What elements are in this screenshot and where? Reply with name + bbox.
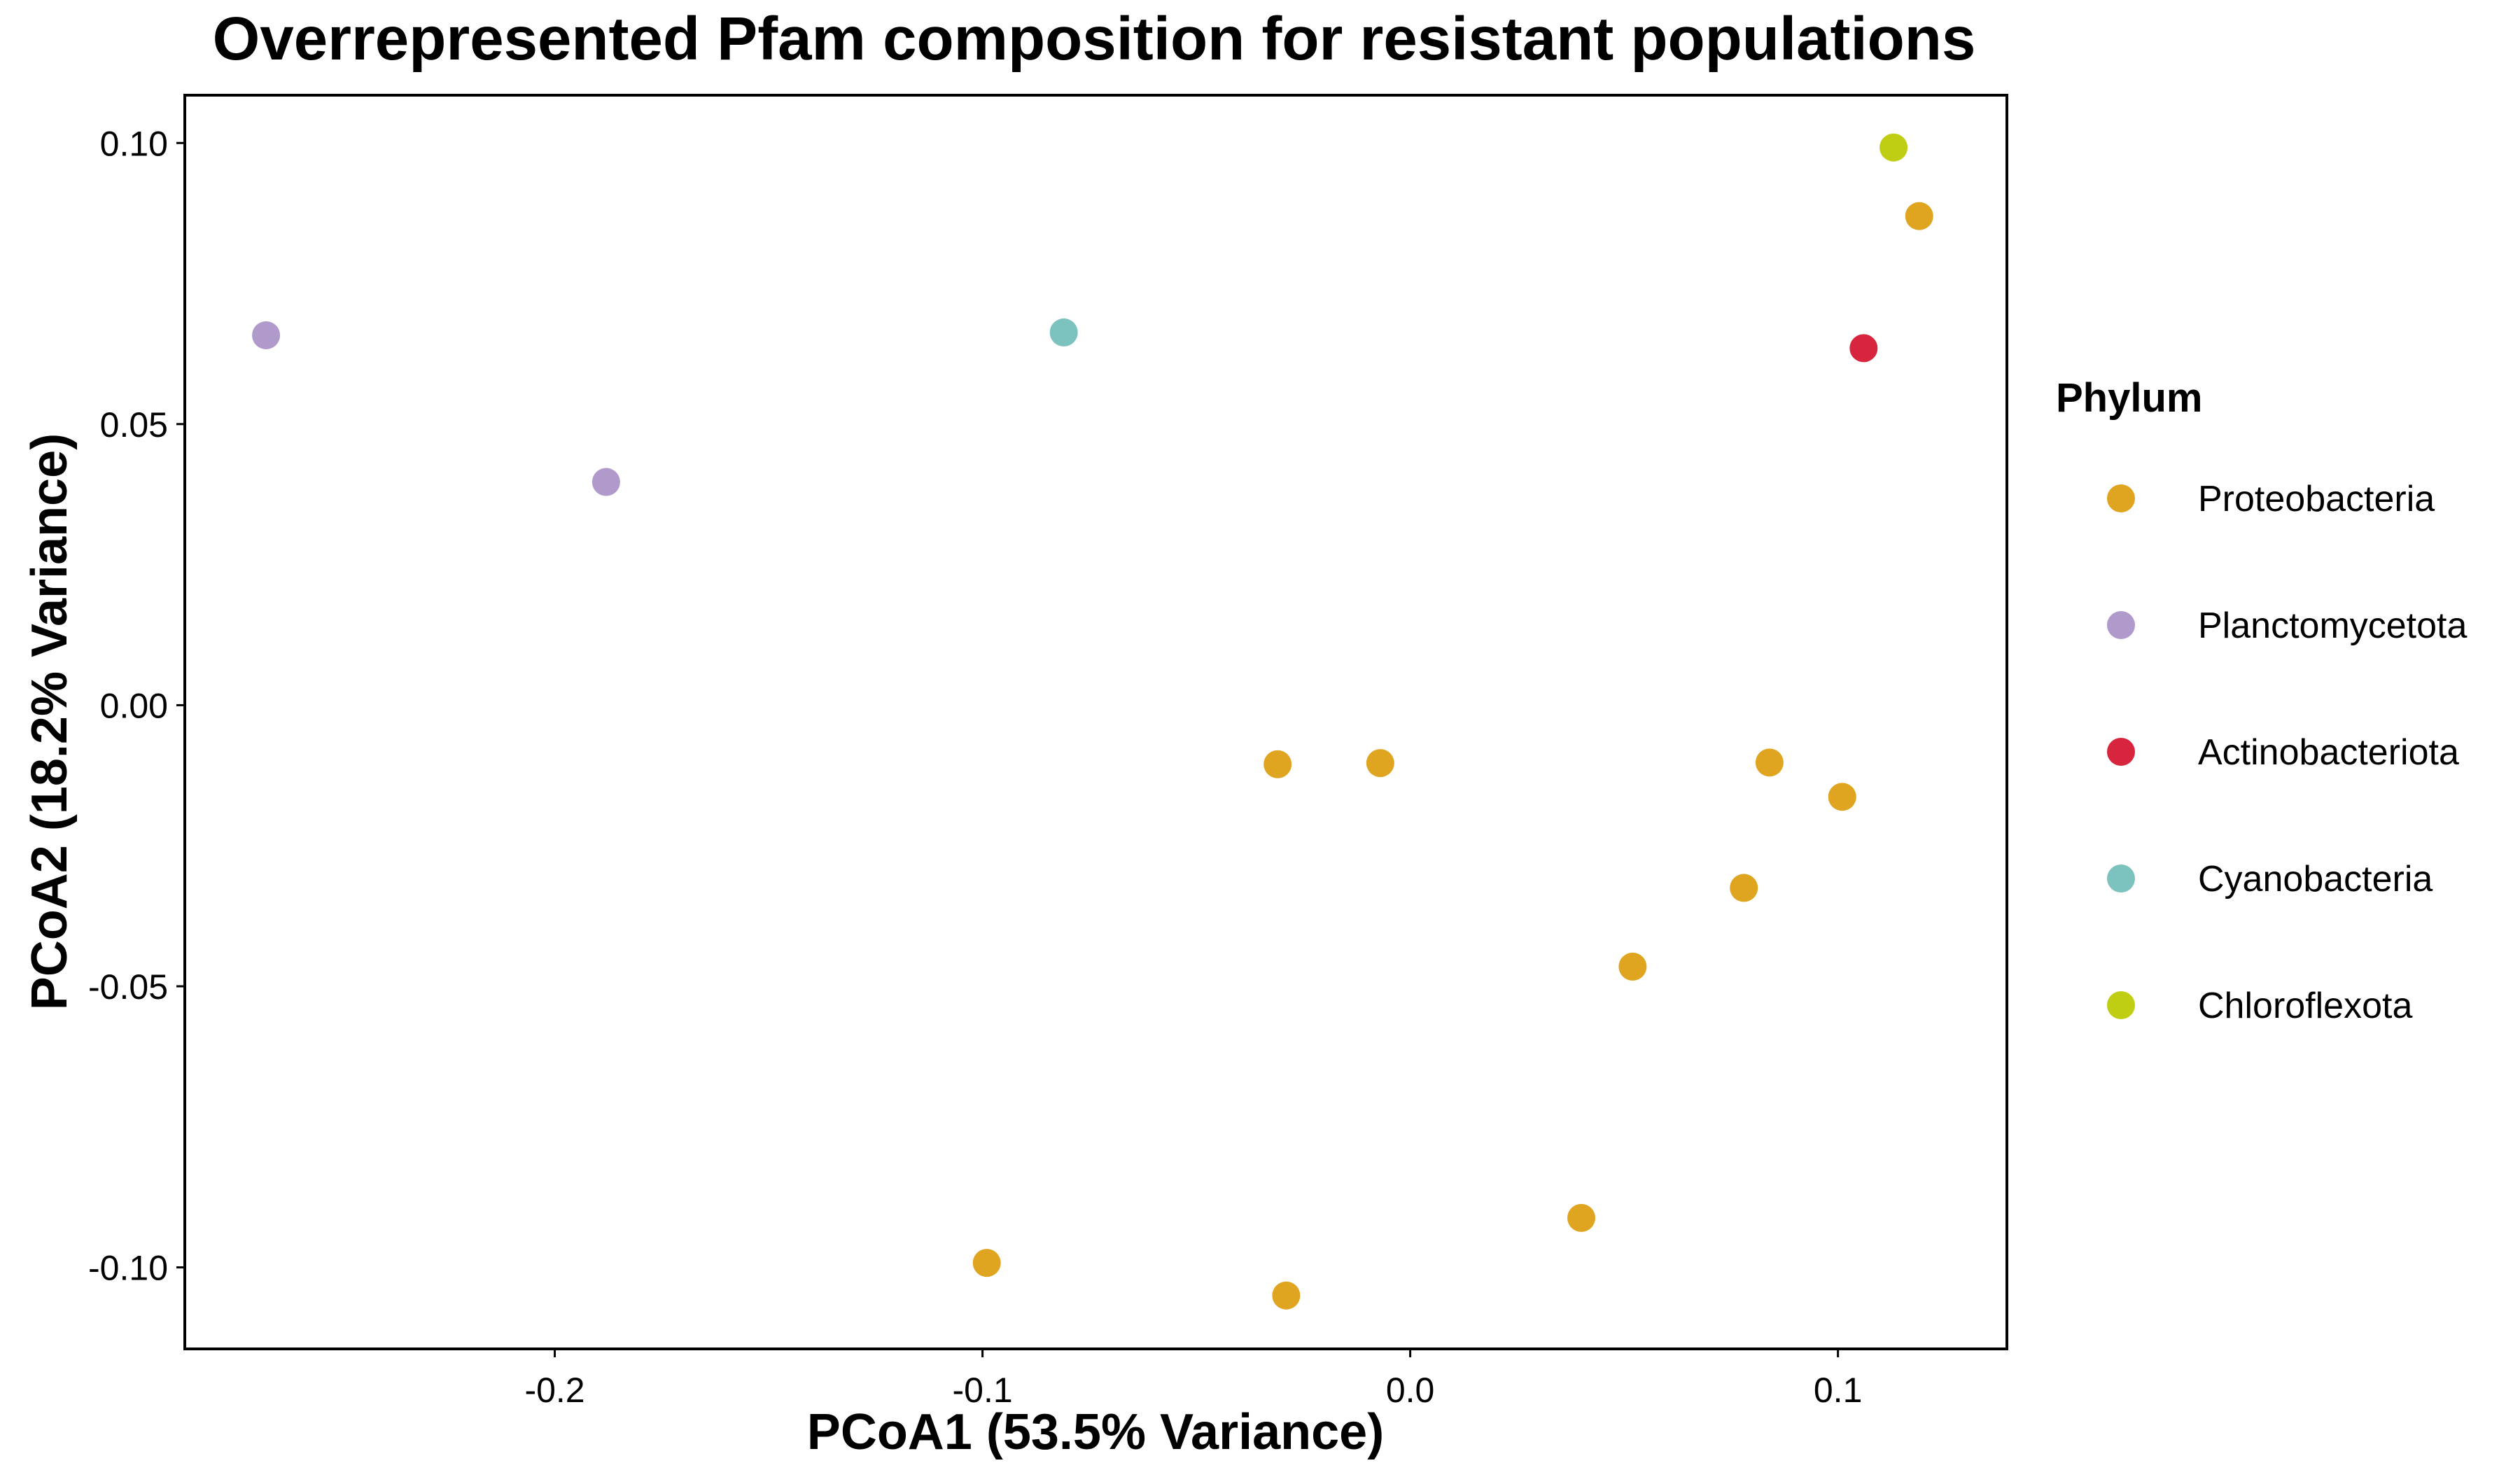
legend-item-planctomycetota: Planctomycetota xyxy=(2107,606,2467,646)
legend-item-actinobacteriota: Actinobacteriota xyxy=(2107,732,2459,773)
data-point-cyanobacteria xyxy=(1049,318,1078,346)
data-point-proteobacteria xyxy=(972,1249,1001,1278)
x-axis-title: PCoA1 (53.5% Variance) xyxy=(807,1404,1384,1460)
x-axis-ticks: -0.2 -0.1 0.0 0.1 xyxy=(524,1349,1862,1410)
y-tick-label: 0.00 xyxy=(100,686,168,725)
legend-label: Planctomycetota xyxy=(2198,606,2467,646)
legend-label: Cyanobacteria xyxy=(2198,859,2432,899)
y-axis-ticks: 0.10 0.05 0.00 -0.05 -0.10 xyxy=(88,124,185,1288)
legend-label: Chloroflexota xyxy=(2198,986,2412,1026)
data-point-proteobacteria xyxy=(1730,874,1758,902)
data-point-proteobacteria xyxy=(1272,1281,1301,1310)
x-tick-label: 0.0 xyxy=(1386,1371,1435,1410)
legend-item-chloroflexota: Chloroflexota xyxy=(2107,986,2412,1026)
legend-label: Proteobacteria xyxy=(2198,479,2435,519)
chart-title: Overrepresented Pfam composition for res… xyxy=(213,5,1976,73)
x-tick-label: -0.2 xyxy=(524,1371,584,1410)
y-axis-title: PCoA2 (18.2% Variance) xyxy=(22,433,78,1010)
data-point-chloroflexota xyxy=(1879,133,1908,162)
legend-item-proteobacteria: Proteobacteria xyxy=(2107,479,2435,519)
data-point-proteobacteria xyxy=(1567,1203,1596,1232)
plot-frame xyxy=(183,94,2008,1350)
data-point-proteobacteria xyxy=(1905,202,1933,230)
x-tick-label: 0.1 xyxy=(1814,1371,1863,1410)
data-point-proteobacteria xyxy=(1755,748,1784,777)
plot-area xyxy=(183,94,2008,1350)
data-point-actinobacteriota xyxy=(1849,334,1878,363)
x-tick-label: -0.1 xyxy=(952,1371,1012,1410)
data-point-proteobacteria xyxy=(1264,750,1292,778)
y-tick-label: 0.05 xyxy=(100,405,168,444)
legend-key-marker xyxy=(2107,484,2135,512)
legend-label: Actinobacteriota xyxy=(2198,732,2459,773)
legend: Phylum Proteobacteria Planctomycetota Acti… xyxy=(2056,375,2467,1026)
data-point-proteobacteria xyxy=(1366,749,1394,778)
legend-title: Phylum xyxy=(2056,375,2203,421)
data-point-proteobacteria xyxy=(1618,952,1647,981)
legend-key-marker xyxy=(2107,864,2135,892)
data-point-planctomycetota xyxy=(592,468,620,496)
data-point-proteobacteria xyxy=(1828,783,1856,811)
data-point-planctomycetota xyxy=(252,321,281,349)
legend-key-marker xyxy=(2107,738,2135,766)
legend-items: Proteobacteria Planctomycetota Actinobacte… xyxy=(2107,479,2467,1026)
data-points xyxy=(252,133,1933,1310)
y-tick-label: -0.05 xyxy=(88,967,168,1007)
legend-key-marker xyxy=(2107,611,2135,639)
y-tick-label: -0.10 xyxy=(88,1249,168,1288)
legend-key-marker xyxy=(2107,991,2135,1019)
legend-item-cyanobacteria: Cyanobacteria xyxy=(2107,859,2432,899)
y-tick-label: 0.10 xyxy=(100,124,168,163)
